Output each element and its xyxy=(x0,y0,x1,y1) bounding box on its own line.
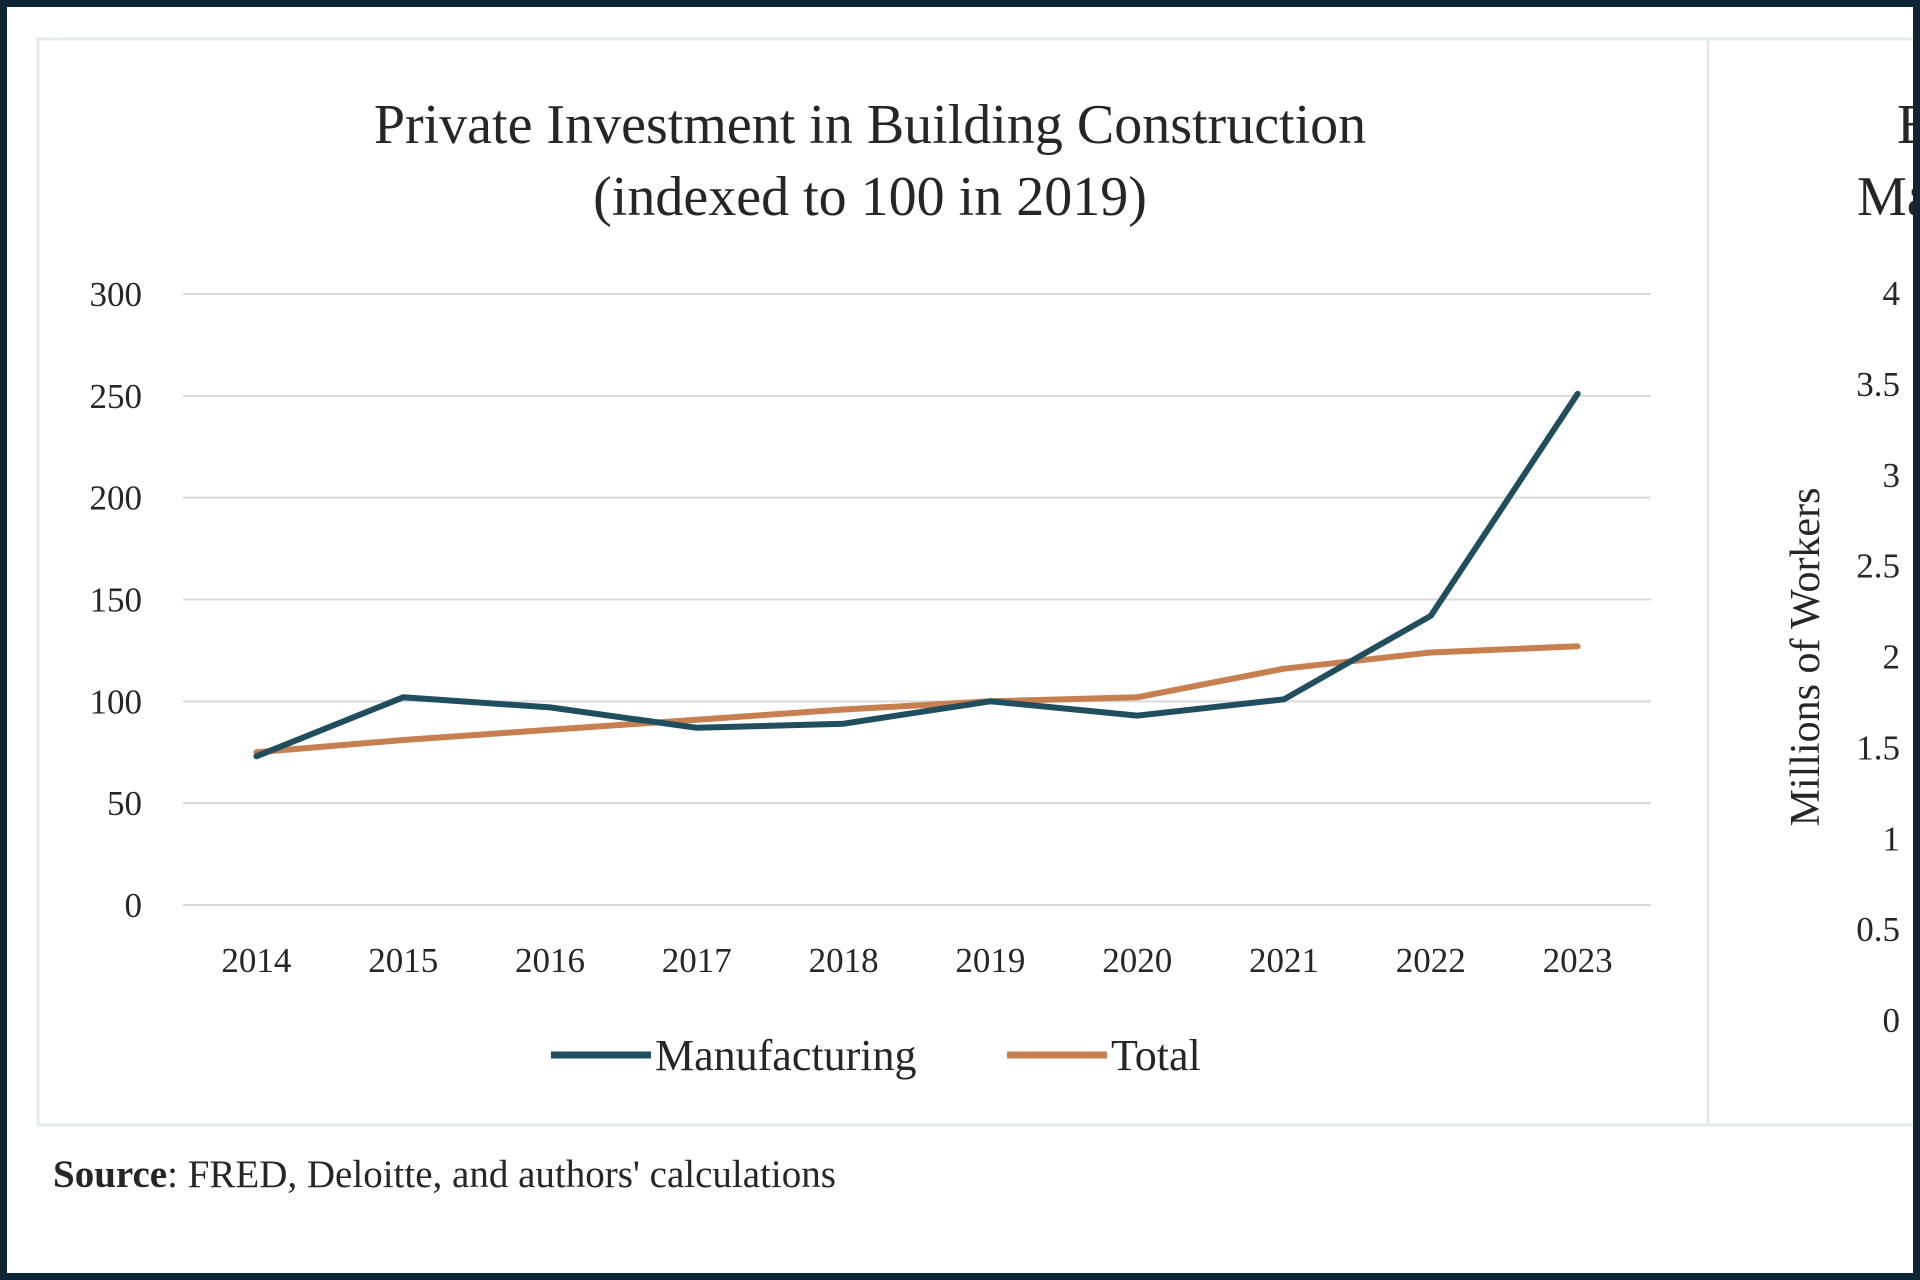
y-tick-label-2: 2.5 xyxy=(1856,547,1900,586)
x-axis-tick-labels: 2014 2015 2016 2017 2018 2019 2020 2021 2022 2023 xyxy=(221,941,1612,980)
source-text: : FRED, Deloitte, and authors' calculati… xyxy=(167,1153,836,1196)
chart-panel-border-2 xyxy=(1706,37,1913,1127)
chart-title-line-2: Ma xyxy=(1857,166,1913,228)
y-tick-label-2: 1 xyxy=(1883,819,1901,858)
legend: Manufacturing Total xyxy=(551,1031,1201,1080)
y-tick-label: 0 xyxy=(125,886,143,925)
y-tick-label-2: 0 xyxy=(1883,1001,1901,1040)
x-tick-label: 2015 xyxy=(368,941,438,980)
x-tick-label: 2023 xyxy=(1543,941,1613,980)
y-tick-label-2: 3 xyxy=(1883,456,1901,495)
source-note: Source: FRED, Deloitte, and authors' cal… xyxy=(53,1152,836,1197)
y-tick-label: 200 xyxy=(90,479,143,518)
chart-title-2: E Ma xyxy=(1857,94,1913,228)
workers-chart: E Ma 0 0.5 1 1.5 2 2.5 3 3.5 4 Millions of Worker… xyxy=(1706,37,1913,1127)
y-tick-label: 50 xyxy=(107,784,142,823)
chart-panel-border xyxy=(36,37,1710,1127)
y-tick-label-2: 4 xyxy=(1883,274,1901,313)
y-tick-label-2: 3.5 xyxy=(1856,365,1900,404)
figure-page: Private Investment in Building Construct… xyxy=(7,7,1913,1273)
y-tick-label-2: 0.5 xyxy=(1856,910,1900,949)
chart-title-line: Private Investment in Building Construct… xyxy=(374,94,1366,156)
x-tick-label: 2014 xyxy=(221,941,291,980)
x-tick-label: 2019 xyxy=(955,941,1025,980)
x-tick-label: 2016 xyxy=(515,941,585,980)
x-tick-label: 2021 xyxy=(1249,941,1319,980)
legend-label: Manufacturing xyxy=(655,1031,916,1080)
series-line-manufacturing xyxy=(253,390,1581,760)
y-axis-label-2: Millions of Workers xyxy=(1783,488,1829,827)
legend-label: Total xyxy=(1111,1031,1201,1080)
y-tick-label: 100 xyxy=(90,682,143,721)
chart-title: Private Investment in Building Construct… xyxy=(374,94,1366,228)
source-label: Source xyxy=(53,1153,168,1196)
y-tick-label: 250 xyxy=(90,377,143,416)
series-lines xyxy=(253,390,1581,760)
x-tick-label: 2022 xyxy=(1396,941,1466,980)
investment-chart: Private Investment in Building Construct… xyxy=(36,37,1710,1127)
y-axis-tick-labels-2: 0 0.5 1 1.5 2 2.5 3 3.5 4 xyxy=(1856,274,1900,1040)
y-axis-tick-labels: 0 50 100 150 200 250 300 xyxy=(90,275,143,925)
y-tick-label-2: 2 xyxy=(1883,638,1901,677)
y-tick-label-2: 1.5 xyxy=(1856,728,1900,767)
x-tick-label: 2018 xyxy=(809,941,879,980)
y-tick-label: 300 xyxy=(90,275,143,314)
x-tick-label: 2017 xyxy=(662,941,732,980)
chart-title-line: (indexed to 100 in 2019) xyxy=(593,166,1147,228)
y-tick-label: 150 xyxy=(90,581,143,620)
chart-title-line-2: E xyxy=(1897,94,1913,156)
x-tick-label: 2020 xyxy=(1102,941,1172,980)
